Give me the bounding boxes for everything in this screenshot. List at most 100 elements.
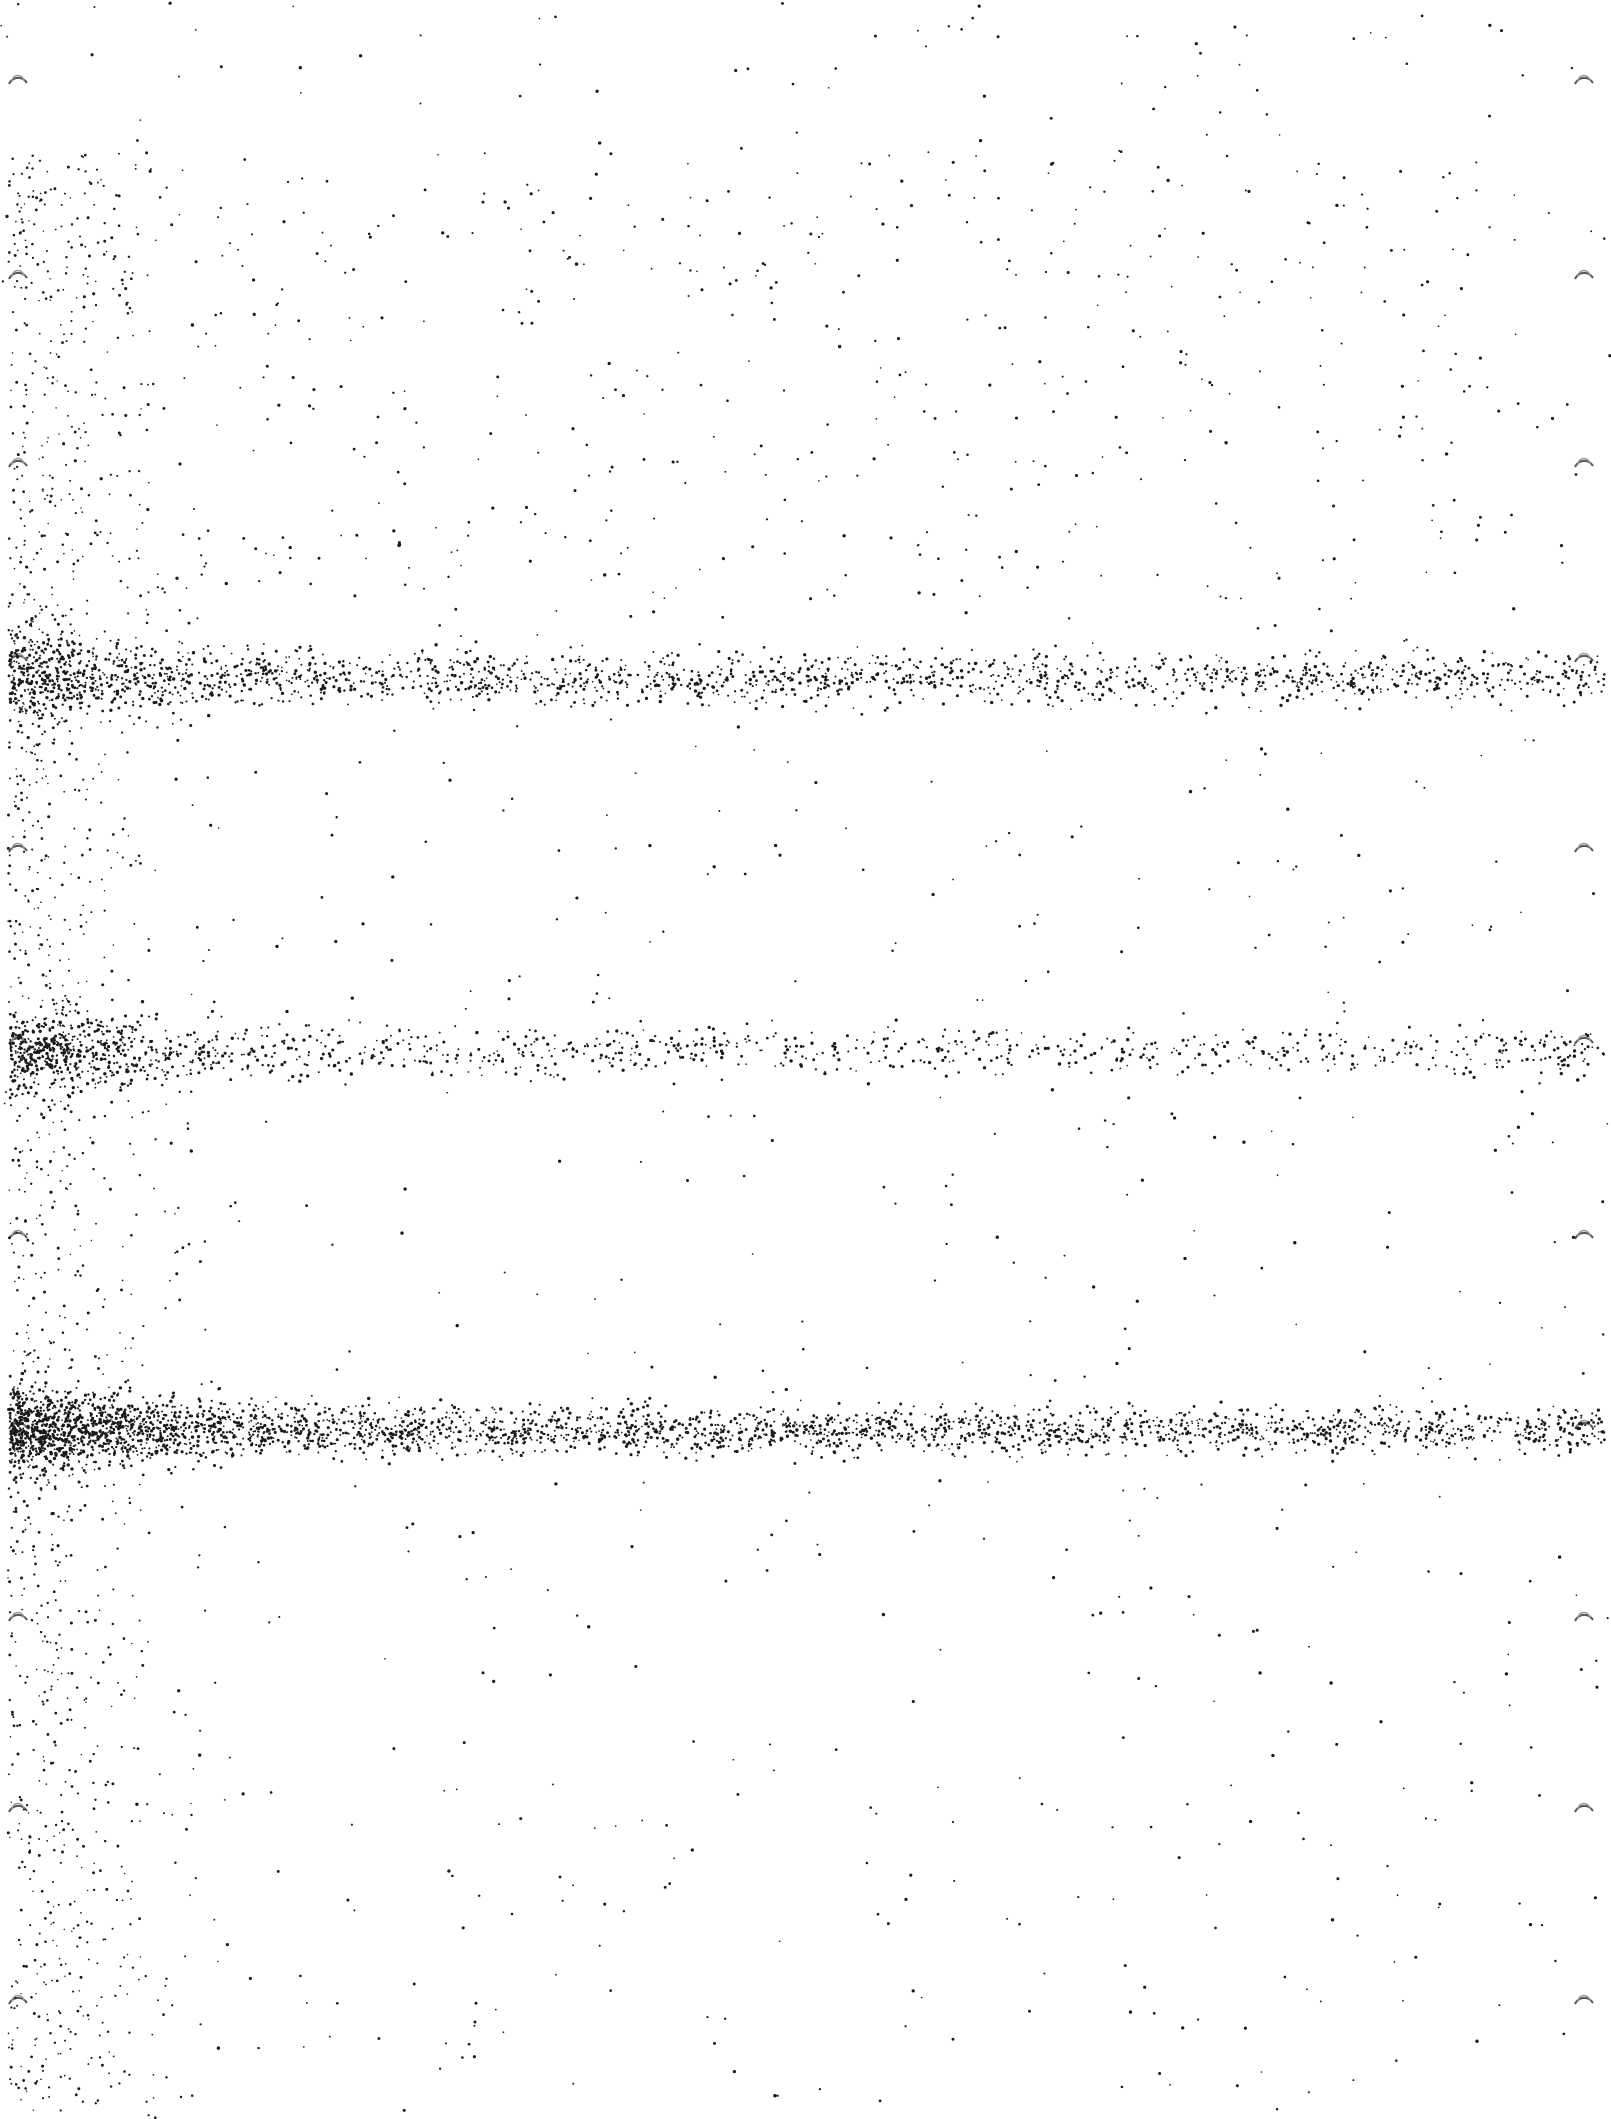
speck [1510, 514, 1513, 517]
speck [110, 2085, 112, 2087]
speck [497, 1054, 500, 1057]
speck [850, 657, 852, 659]
speck [28, 811, 30, 813]
speck [305, 1024, 308, 1027]
speck [738, 232, 741, 235]
speck [20, 1909, 23, 1912]
speck [109, 1188, 112, 1191]
speck [60, 2076, 62, 2078]
speck [1004, 677, 1007, 680]
speck [714, 1376, 717, 1379]
speck [1461, 693, 1463, 695]
speck [1211, 681, 1213, 683]
speck [781, 705, 784, 708]
speck [91, 1240, 92, 1241]
speck [456, 1324, 459, 1327]
speck [83, 295, 86, 298]
speck [1200, 1484, 1202, 1486]
speck [17, 2087, 20, 2090]
speck [773, 1769, 775, 1771]
speck [640, 1161, 642, 1163]
speck [1243, 667, 1246, 670]
speck [877, 673, 880, 676]
speck [1484, 681, 1487, 684]
speck [16, 1332, 19, 1335]
speck [375, 681, 377, 683]
speck [1426, 280, 1429, 283]
speck [734, 701, 736, 703]
speck [1138, 878, 1140, 880]
speck [783, 225, 785, 227]
speck [8, 950, 11, 953]
speck [17, 192, 19, 194]
speck [957, 458, 959, 460]
speck [210, 674, 213, 677]
speck [1150, 1826, 1153, 1829]
speck [574, 489, 577, 492]
speck [1124, 1327, 1127, 1330]
speck [199, 682, 202, 685]
speck [174, 1466, 176, 1468]
speck [822, 1052, 824, 1054]
speck [1578, 684, 1581, 687]
speck [159, 662, 162, 665]
speck [399, 674, 402, 677]
speck [419, 675, 421, 677]
speck [410, 1036, 412, 1038]
speck [1584, 682, 1587, 685]
speck [15, 702, 18, 705]
speck [76, 1838, 79, 1841]
speck [43, 1963, 46, 1966]
speck [668, 1882, 671, 1885]
speck [53, 761, 56, 764]
speck [1004, 326, 1007, 329]
speck [148, 1532, 151, 1535]
speck [80, 1976, 83, 1979]
speck [113, 944, 115, 946]
speck [15, 633, 18, 636]
speck [225, 665, 227, 667]
speck [827, 657, 830, 660]
speck [32, 667, 34, 669]
speck [1269, 673, 1272, 676]
speck [45, 367, 47, 369]
speck [891, 665, 893, 667]
speck [989, 693, 991, 695]
speck [54, 1744, 56, 1746]
speck [1132, 1032, 1134, 1034]
speck [20, 2066, 22, 2068]
speck [305, 1204, 308, 1207]
speck [29, 501, 31, 503]
speck [34, 686, 36, 688]
speck [1050, 117, 1053, 120]
speck [90, 368, 93, 371]
speck [1104, 1119, 1107, 1122]
speck [15, 795, 17, 797]
speck [60, 324, 62, 326]
speck [932, 674, 935, 677]
speck [526, 662, 528, 664]
speck [49, 877, 51, 879]
speck [38, 1137, 40, 1139]
speck [320, 1042, 322, 1044]
speck [116, 1845, 119, 1848]
speck [71, 640, 74, 643]
speck [316, 252, 319, 255]
speck [331, 509, 333, 511]
speck [930, 665, 933, 668]
speck [706, 683, 709, 686]
speck [339, 1041, 342, 1044]
speck [50, 712, 52, 714]
speck [25, 751, 27, 753]
speck [1325, 1055, 1328, 1058]
speck [1576, 1594, 1578, 1596]
speck [1156, 1497, 1158, 1499]
speck [43, 768, 44, 769]
speck [573, 298, 575, 300]
speck [57, 695, 60, 698]
speck [1448, 675, 1450, 677]
speck [10, 986, 11, 987]
speck [466, 1578, 468, 1580]
speck [62, 1331, 65, 1334]
speck [928, 1504, 930, 1506]
